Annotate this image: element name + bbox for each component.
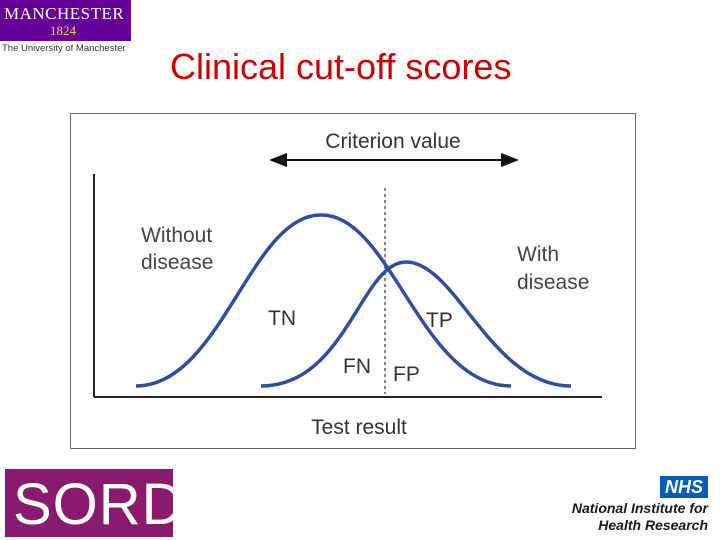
with-disease-curve (260, 260, 572, 388)
without-disease-label-line2: disease (141, 251, 213, 274)
nihr-logo: NHS National Institute for Health Resear… (548, 476, 714, 538)
false-negative-label: FN (343, 355, 371, 378)
manchester-logo-year: 1824 (50, 23, 76, 38)
manchester-logo-name: MANCHESTER (4, 4, 125, 23)
manchester-logo-block: MANCHESTER 1824 (0, 0, 131, 41)
diagram-frame: Criterion value Without disease With dis… (70, 113, 636, 449)
true-negative-label: TN (268, 307, 296, 330)
test-result-label: Test result (311, 416, 407, 439)
manchester-logo: MANCHESTER 1824 The University of Manche… (0, 0, 131, 56)
without-disease-curve (135, 213, 512, 388)
nhs-badge: NHS (660, 476, 708, 498)
without-disease-label-line1: Without (141, 224, 212, 247)
sord-logo: SORD (5, 469, 184, 537)
criterion-value-label: Criterion value (325, 130, 460, 153)
slide-title: Clinical cut-off scores (170, 46, 512, 87)
manchester-logo-subtitle: The University of Manchester (2, 43, 126, 54)
nihr-logo-line2: Health Research (598, 517, 708, 533)
true-positive-label: TP (426, 309, 453, 332)
false-positive-label: FP (393, 363, 420, 386)
with-disease-label-line1: With (517, 243, 559, 266)
diagnostic-distribution-diagram: Criterion value Without disease With dis… (93, 130, 602, 439)
sord-logo-text: SORD (13, 472, 185, 537)
nihr-logo-line1: National Institute for (571, 500, 708, 516)
with-disease-label-line2: disease (517, 271, 589, 294)
